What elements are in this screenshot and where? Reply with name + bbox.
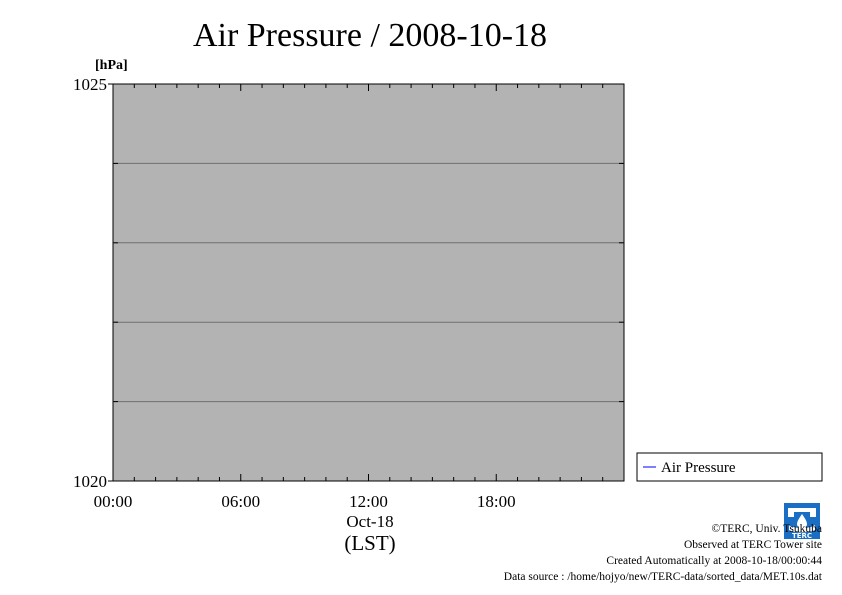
y-axis-unit-label: [hPa]	[95, 58, 128, 73]
logo-wave	[789, 525, 815, 533]
observed-site-text: Observed at TERC Tower site	[683, 539, 822, 551]
y-tick-label: 1025	[73, 75, 107, 94]
y-axis-ticks: 1020 1025	[73, 75, 113, 491]
x-axis-label: (LST)	[344, 531, 395, 555]
x-tick-label: 00:00	[94, 492, 133, 511]
grid-lines	[113, 162, 624, 403]
logo-text: TERC	[792, 532, 812, 539]
data-source-text: Data source : /home/hojyo/new/TERC-data/…	[503, 571, 822, 583]
terc-logo: TERC	[784, 503, 820, 539]
chart-title: Air Pressure / 2008-10-18	[193, 17, 547, 54]
legend: Air Pressure	[636, 452, 823, 482]
x-axis-date-label: Oct-18	[346, 512, 393, 531]
legend-box	[636, 452, 823, 482]
chart-footer: ©TERC, Univ. Tsukuba Observed at TERC To…	[504, 521, 822, 585]
x-tick-label: 18:00	[477, 492, 516, 511]
copyright-text: ©TERC, Univ. Tsukuba	[711, 523, 822, 535]
x-axis-ticks: 00:00 06:00 12:00 18:00	[94, 84, 604, 511]
logo-frame	[788, 508, 816, 517]
y-tick-label: 1020	[73, 472, 107, 491]
plot-area	[112, 83, 625, 482]
legend-label-air-pressure: Air Pressure	[661, 460, 736, 476]
created-timestamp-text: Created Automatically at 2008-10-18/00:0…	[606, 555, 822, 567]
x-tick-label: 06:00	[221, 492, 260, 511]
x-tick-label: 12:00	[349, 492, 388, 511]
logo-drop	[797, 514, 807, 530]
